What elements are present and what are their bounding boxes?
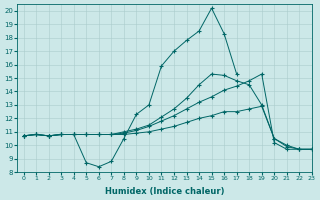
X-axis label: Humidex (Indice chaleur): Humidex (Indice chaleur) bbox=[105, 187, 224, 196]
